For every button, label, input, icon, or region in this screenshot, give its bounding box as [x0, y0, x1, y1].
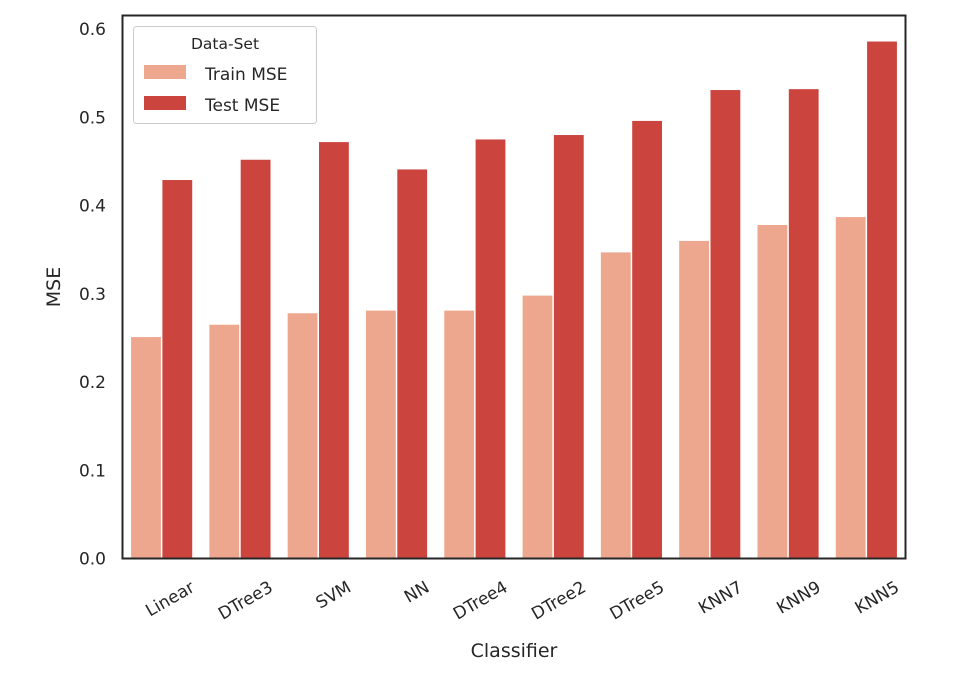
x-tick-labels: Linear DTree3 SVM NN DTree4 DTree2 DTree5 KNN7 K… [142, 578, 902, 625]
plot-frame [121, 14, 907, 560]
legend-label-test: Test MSE [204, 96, 280, 116]
bar-test-svm [319, 142, 349, 559]
bar-test-knn9 [788, 89, 819, 559]
y-tick-label: 0.5 [79, 108, 106, 128]
y-tick-label: 0.2 [79, 373, 106, 393]
legend-swatch-test [144, 96, 186, 110]
x-axis-label: Classifier [471, 640, 558, 662]
bar-test-nn [397, 169, 428, 559]
y-tick-label: 0.3 [79, 285, 106, 305]
bar-train-svm [287, 313, 318, 559]
x-tick-label-svm: SVM [313, 578, 355, 614]
bar-train-dtree4 [444, 310, 475, 559]
legend-title: Data-Set [191, 35, 259, 53]
y-tick-labels: 0.0 0.1 0.2 0.3 0.4 0.5 0.6 [79, 20, 106, 569]
x-tick-label-dtree4: DTree4 [450, 578, 511, 625]
bar-train-dtree5 [600, 252, 631, 559]
x-tick-label-linear: Linear [142, 578, 198, 622]
bar-train-dtree2 [522, 295, 553, 559]
legend-label-train: Train MSE [204, 65, 287, 85]
y-tick-label: 0.1 [79, 461, 106, 481]
bar-train-knn9 [757, 225, 788, 559]
bar-test-linear [162, 180, 193, 559]
x-tick-label-knn9: KNN9 [773, 578, 824, 619]
y-tick-label: 0.4 [79, 197, 106, 217]
x-tick-label-dtree2: DTree2 [528, 578, 589, 625]
bar-test-dtree4 [475, 139, 506, 559]
x-tick-label-dtree5: DTree5 [607, 578, 668, 625]
x-tick-label-dtree3: DTree3 [215, 578, 276, 625]
bar-test-dtree2 [553, 135, 584, 559]
x-tick-label-knn7: KNN7 [695, 578, 746, 619]
bar-test-dtree5 [632, 120, 663, 559]
x-tick-label-nn: NN [401, 578, 433, 608]
legend: Data-Set Train MSE Test MSE [133, 26, 317, 124]
bar-test-dtree3 [240, 159, 271, 559]
bar-train-knn5 [835, 217, 866, 559]
y-tick-label: 0.0 [79, 550, 106, 570]
bar-test-knn5 [867, 41, 897, 559]
bar-train-linear [131, 337, 161, 559]
bar-train-knn7 [679, 240, 709, 559]
bar-train-nn [365, 310, 396, 559]
bar-test-knn7 [710, 90, 741, 559]
y-tick-label: 0.6 [79, 20, 106, 40]
bars-group [131, 41, 897, 559]
y-axis-label: MSE [43, 267, 65, 307]
bar-train-dtree3 [209, 324, 240, 559]
legend-swatch-train [144, 65, 186, 79]
x-tick-label-knn5: KNN5 [852, 578, 903, 619]
